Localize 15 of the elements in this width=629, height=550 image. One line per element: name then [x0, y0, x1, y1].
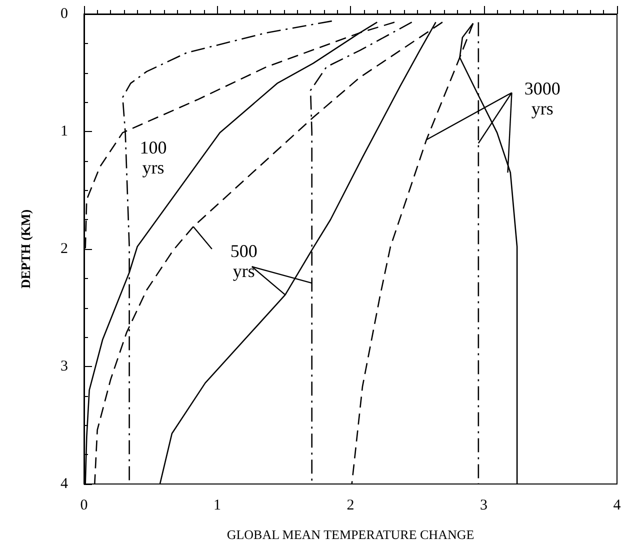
- annotation: 100 yrs: [140, 137, 167, 178]
- y-tick-label: 1: [60, 124, 68, 140]
- x-axis-title: GLOBAL MEAN TEMPERATURE CHANGE: [226, 527, 474, 542]
- y-tick-label: 3: [60, 358, 68, 374]
- y-tick-label: 0: [60, 6, 68, 22]
- x-tick-label: 1: [214, 498, 221, 514]
- x-tick-label: 4: [613, 498, 622, 514]
- y-tick-label: 2: [60, 241, 68, 257]
- annotation: 3000 yrs: [524, 78, 560, 119]
- x-tick-label: 3: [480, 498, 488, 514]
- y-tick-label: 4: [60, 476, 68, 492]
- y-axis-title: DEPTH (KM): [18, 209, 33, 289]
- x-tick-label: 2: [346, 498, 354, 514]
- x-tick-label: 0: [80, 498, 88, 514]
- annotation: 500 yrs: [230, 240, 258, 281]
